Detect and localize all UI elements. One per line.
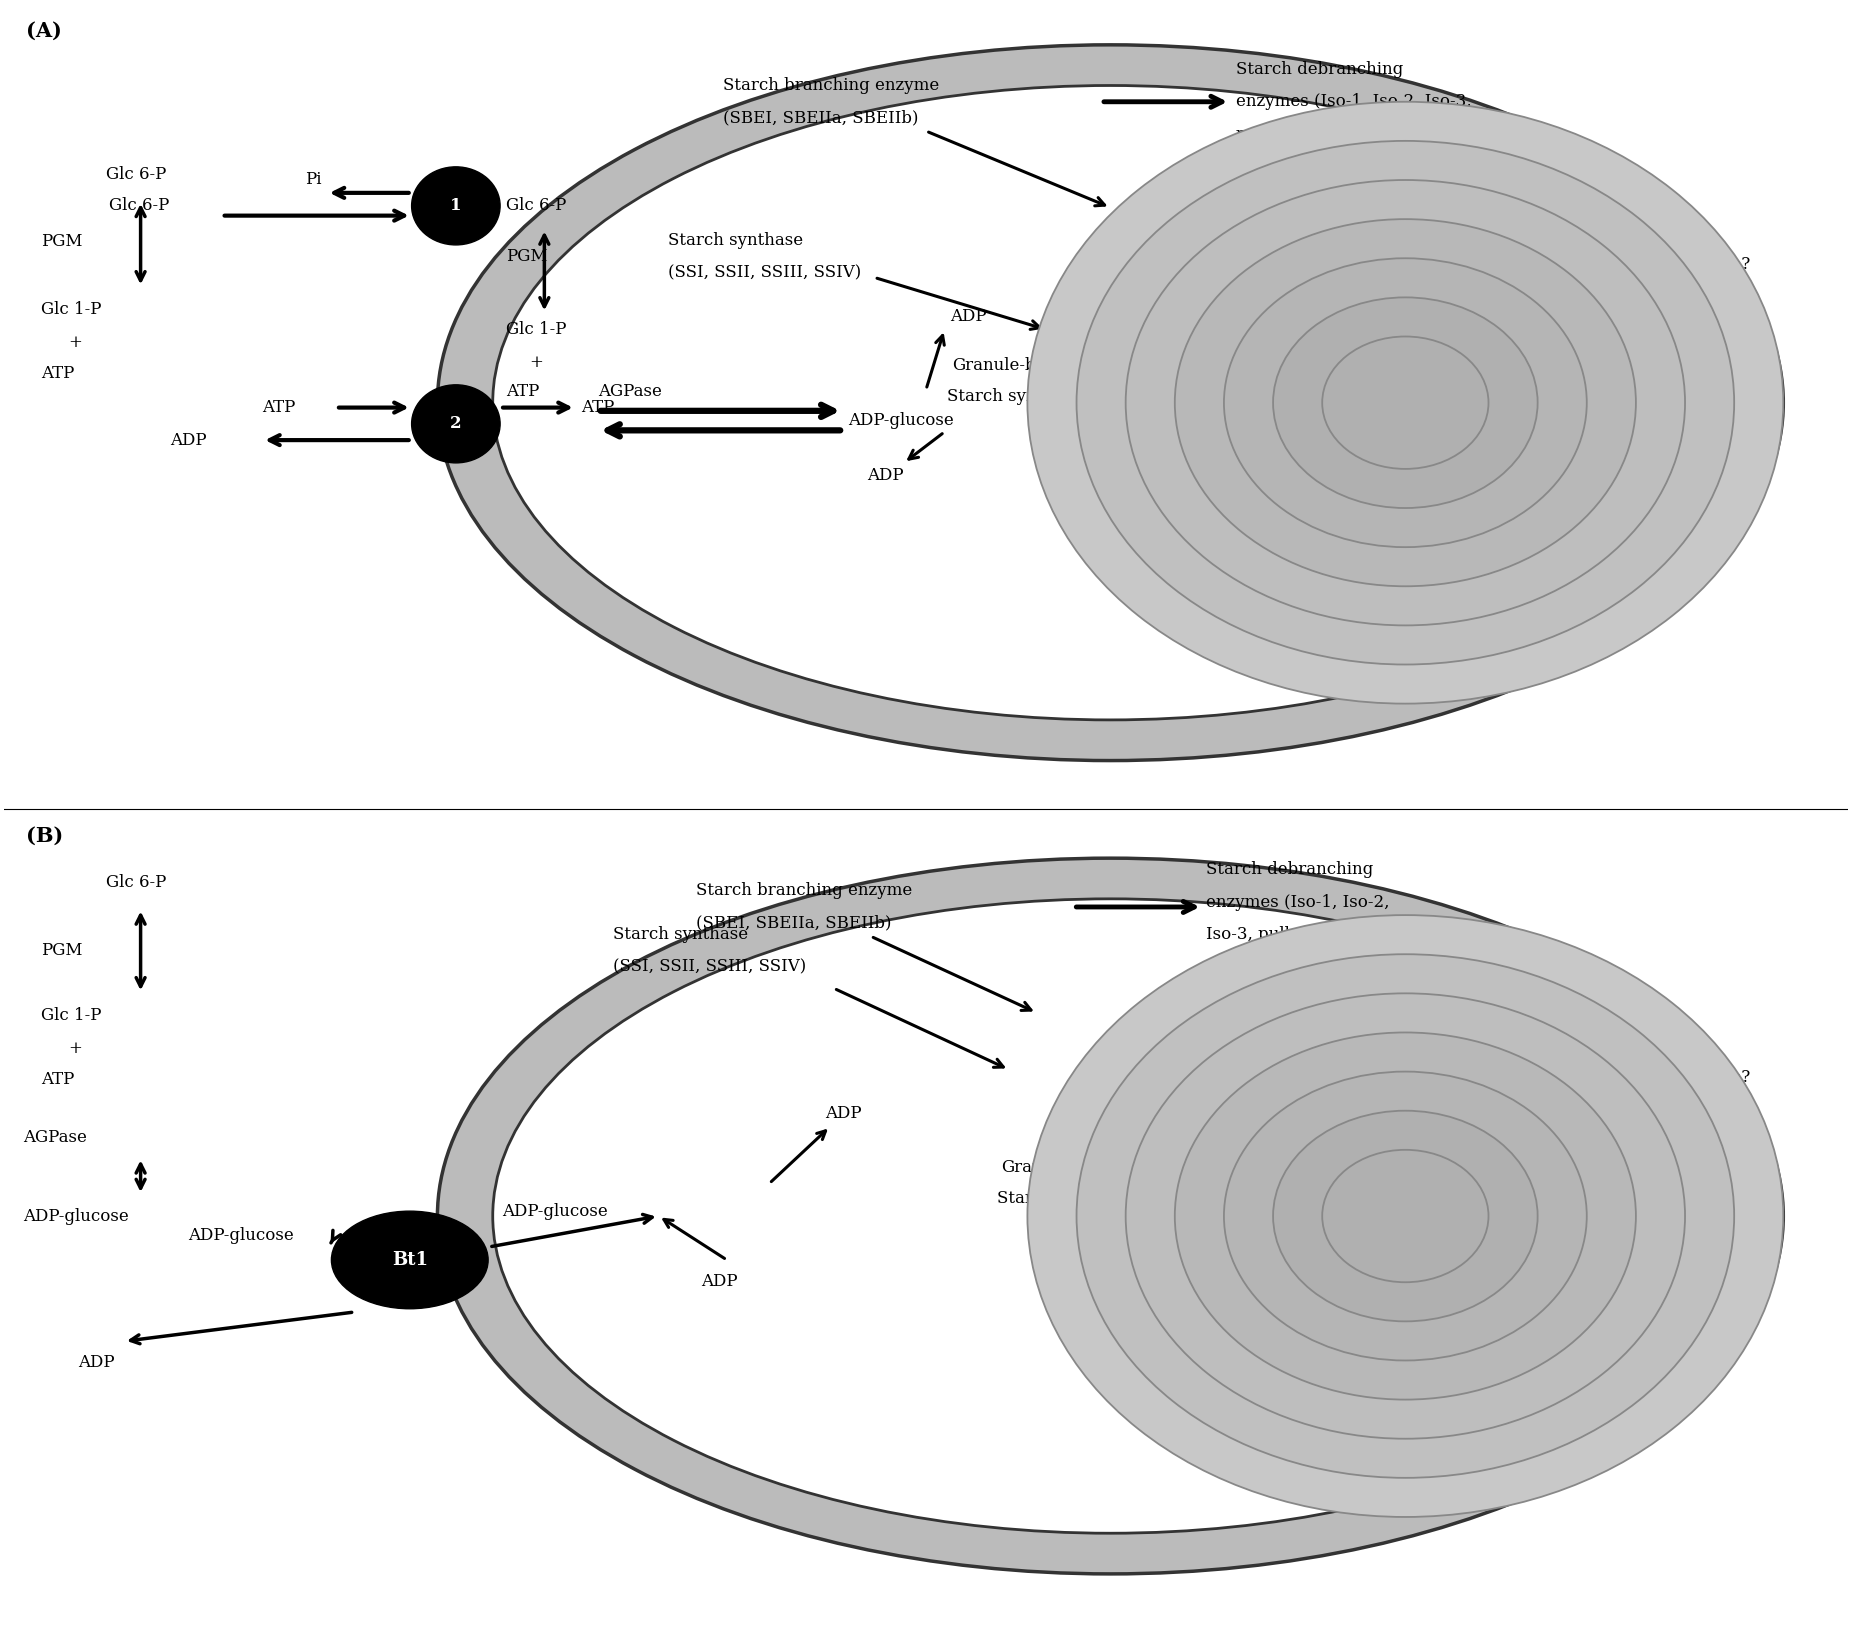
Text: Amylopectin: Amylopectin (1193, 1110, 1298, 1127)
Ellipse shape (1174, 219, 1635, 587)
Text: ADP-glucose: ADP-glucose (848, 412, 954, 428)
Text: AGPase: AGPase (598, 383, 661, 401)
Text: Glc 1-P: Glc 1-P (41, 1007, 102, 1025)
Ellipse shape (1224, 258, 1587, 548)
Ellipse shape (1126, 180, 1685, 626)
Ellipse shape (1272, 298, 1537, 508)
Text: ADP-glucose: ADP-glucose (502, 1203, 607, 1220)
Text: Starch branching enzyme: Starch branching enzyme (696, 883, 911, 899)
Text: PGM: PGM (506, 249, 546, 265)
Text: ATP: ATP (41, 1071, 74, 1087)
Text: +: + (69, 334, 83, 352)
Text: Glc 1-P: Glc 1-P (506, 320, 567, 338)
Text: ADP: ADP (867, 468, 904, 484)
Ellipse shape (493, 899, 1728, 1534)
Text: (SBEI, SBEIIa, SBEIIb): (SBEI, SBEIIa, SBEIIb) (696, 914, 891, 932)
Circle shape (411, 167, 500, 245)
Ellipse shape (1322, 337, 1489, 469)
Text: Glc 6-P: Glc 6-P (109, 198, 170, 214)
Text: Amylose: Amylose (1211, 1256, 1283, 1274)
Text: ADP: ADP (824, 1105, 861, 1122)
Ellipse shape (437, 44, 1783, 760)
Text: +: + (530, 353, 543, 371)
Ellipse shape (1272, 1110, 1537, 1321)
Text: ADP: ADP (950, 307, 987, 325)
Text: Iso-3, pullulanase): Iso-3, pullulanase) (1206, 925, 1361, 943)
Text: Starch phosphorylase?: Starch phosphorylase? (1558, 1069, 1750, 1086)
Text: enzymes (Iso-1, Iso-2,: enzymes (Iso-1, Iso-2, (1206, 894, 1389, 911)
Text: Glc 6-P: Glc 6-P (506, 198, 567, 214)
Text: Starch phosphorylase?: Starch phosphorylase? (1558, 257, 1750, 273)
Ellipse shape (1174, 1032, 1635, 1400)
Text: ADP: ADP (78, 1354, 115, 1370)
Text: Glc 1-P: Glc 1-P (41, 301, 102, 319)
Text: (SBEI, SBEIIa, SBEIIb): (SBEI, SBEIIa, SBEIIb) (722, 110, 919, 126)
Text: ATP: ATP (582, 399, 615, 415)
Text: ADP: ADP (702, 1272, 737, 1290)
Text: Amylose: Amylose (1295, 459, 1365, 476)
Text: Starch synthase: Starch synthase (669, 232, 804, 249)
Ellipse shape (493, 85, 1728, 719)
Ellipse shape (1224, 1071, 1587, 1360)
Text: Starch debranching: Starch debranching (1206, 862, 1374, 878)
Text: enzymes (Iso-1, Iso-2, Iso-3,: enzymes (Iso-1, Iso-2, Iso-3, (1235, 93, 1470, 110)
Text: (SSI, SSII, SSIII, SSIV): (SSI, SSII, SSIII, SSIV) (613, 958, 806, 976)
Ellipse shape (332, 1212, 489, 1308)
Ellipse shape (437, 858, 1783, 1575)
Ellipse shape (1028, 101, 1783, 703)
Text: Glc 6-P: Glc 6-P (106, 875, 167, 891)
Text: ATP: ATP (263, 399, 296, 415)
Text: (A): (A) (26, 20, 63, 41)
Text: (SSI, SSII, SSIII, SSIV): (SSI, SSII, SSIII, SSIV) (669, 265, 861, 281)
Ellipse shape (1076, 955, 1733, 1478)
Text: ATP: ATP (506, 383, 539, 401)
Text: ADP: ADP (170, 432, 207, 448)
Text: pullulanase): pullulanase) (1235, 126, 1339, 142)
Text: Amylopectin: Amylopectin (1267, 301, 1372, 319)
Ellipse shape (1028, 916, 1783, 1517)
Text: Pi: Pi (306, 172, 320, 188)
Text: Starch synthase: Starch synthase (613, 925, 748, 943)
Text: Starch branching enzyme: Starch branching enzyme (722, 77, 939, 93)
Text: ADP-glucose: ADP-glucose (22, 1208, 128, 1225)
Text: Granule-bound: Granule-bound (1002, 1159, 1128, 1176)
Text: +: + (69, 1040, 83, 1056)
Text: 2: 2 (450, 415, 461, 432)
Text: 1: 1 (450, 198, 461, 214)
Text: AGPase: AGPase (22, 1130, 87, 1146)
Text: (B): (B) (26, 826, 63, 845)
Ellipse shape (1322, 1149, 1489, 1282)
Text: Starch synthase: Starch synthase (996, 1190, 1132, 1207)
Text: PGM: PGM (41, 234, 83, 250)
Text: Bt1: Bt1 (393, 1251, 428, 1269)
Ellipse shape (1126, 994, 1685, 1439)
Circle shape (411, 384, 500, 463)
Text: Starch synthase: Starch synthase (946, 387, 1082, 405)
Ellipse shape (1076, 141, 1733, 664)
Text: Glc 6-P: Glc 6-P (106, 167, 167, 183)
Text: ATP: ATP (41, 365, 74, 383)
Text: Granule-bound: Granule-bound (952, 356, 1078, 374)
Text: PGM: PGM (41, 942, 83, 960)
Text: ADP-glucose: ADP-glucose (189, 1226, 294, 1244)
Text: Starch debranching: Starch debranching (1235, 60, 1404, 78)
